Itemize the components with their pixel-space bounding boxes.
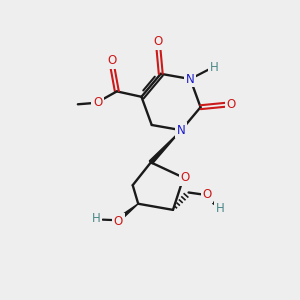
Text: O: O bbox=[93, 96, 102, 109]
Text: O: O bbox=[154, 35, 163, 48]
Text: O: O bbox=[108, 54, 117, 67]
Text: O: O bbox=[114, 215, 123, 228]
Text: O: O bbox=[202, 188, 212, 201]
Text: H: H bbox=[215, 202, 224, 215]
Text: H: H bbox=[92, 212, 100, 225]
Text: N: N bbox=[177, 124, 186, 137]
Polygon shape bbox=[116, 204, 138, 222]
Text: H: H bbox=[210, 61, 218, 74]
Polygon shape bbox=[149, 130, 181, 164]
Text: N: N bbox=[186, 73, 195, 85]
Text: O: O bbox=[226, 98, 236, 111]
Text: O: O bbox=[180, 171, 190, 184]
